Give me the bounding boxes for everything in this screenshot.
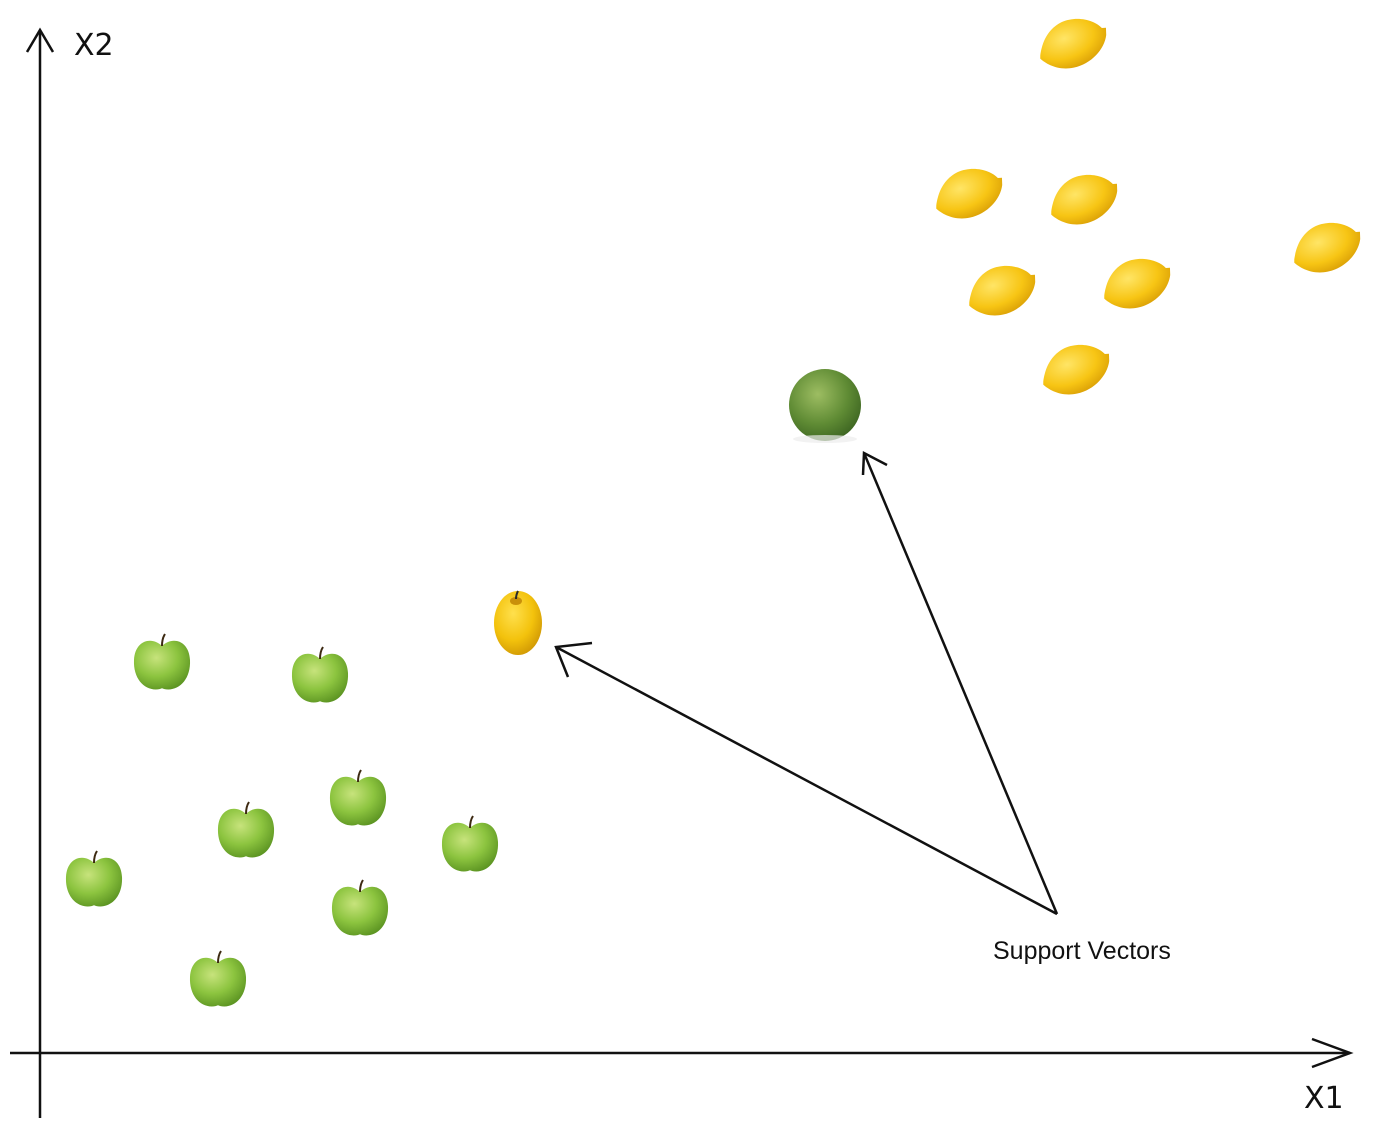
support-vectors-label: Support Vectors	[993, 937, 1171, 965]
lemon-icon	[1294, 222, 1361, 273]
lemon-icon	[1104, 258, 1171, 309]
support-vector-yellow-apple	[494, 590, 542, 655]
y-axis-label: X2	[74, 28, 114, 63]
arrow-to-yellow-apple	[555, 645, 1058, 916]
lemon-cluster	[936, 18, 1361, 395]
green-apple-icon	[189, 950, 247, 1007]
green-apple-icon	[331, 879, 389, 936]
lemon-icon	[936, 168, 1003, 219]
arrow-to-lime-head	[861, 450, 888, 476]
yellow-apple-icon	[494, 590, 542, 655]
lemon-icon	[1051, 174, 1118, 225]
green-apple-icon	[329, 769, 387, 826]
annotation-arrows	[554, 450, 1059, 916]
y-axis-arrowhead	[25, 27, 55, 53]
green-apple-icon	[65, 850, 123, 907]
green-apple-icon	[133, 633, 191, 690]
arrow-to-yellow-apple-head	[554, 641, 593, 678]
x-axis-arrowhead	[1311, 1037, 1354, 1069]
green-apple-icon	[291, 646, 349, 703]
lemon-icon	[1040, 18, 1107, 69]
green-apple-icon	[441, 815, 499, 872]
support-vector-lime	[789, 369, 861, 443]
x-axis-label: X1	[1304, 1081, 1344, 1116]
apple-cluster	[65, 633, 499, 1007]
green-lime-icon	[789, 369, 861, 443]
lemon-icon	[1043, 344, 1110, 395]
green-apple-icon	[217, 801, 275, 858]
axes	[10, 27, 1354, 1118]
arrow-to-lime	[862, 452, 1059, 915]
lemon-icon	[969, 265, 1036, 316]
